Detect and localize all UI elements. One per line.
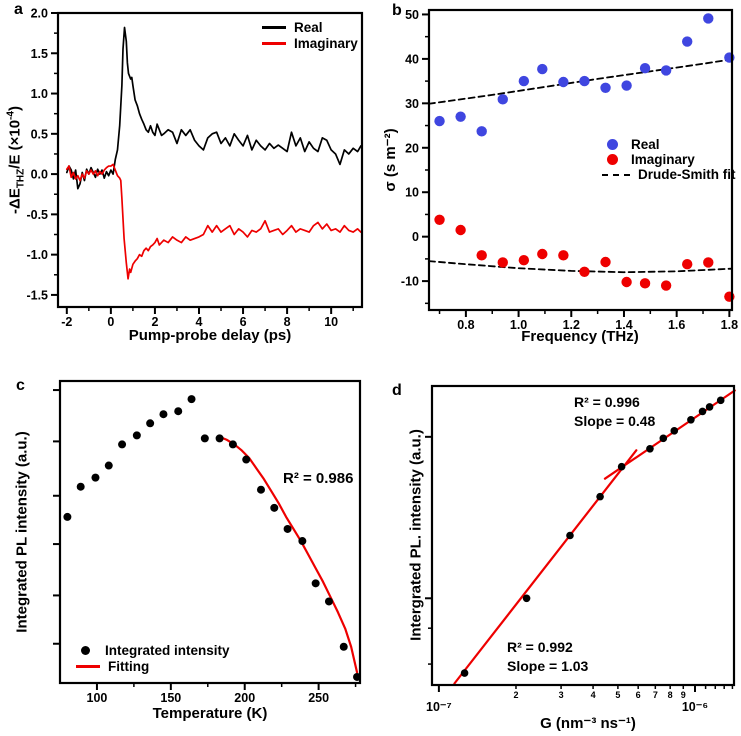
svg-text:1.2: 1.2 <box>563 318 580 332</box>
real-line-swatch-icon <box>262 25 286 29</box>
panel-letter-a: a <box>14 1 23 18</box>
panel-d-yaxis-label: Intergrated PL. intensity (a.u.) <box>407 429 425 641</box>
svg-text:4: 4 <box>591 690 596 700</box>
svg-text:100: 100 <box>87 691 108 705</box>
panel-c-legend: Integrated intensity Fitting <box>76 642 230 674</box>
svg-text:0.5: 0.5 <box>31 127 48 141</box>
panel-a-legend: Real Imaginary <box>262 19 358 51</box>
panel-a-yaxis-label: -ΔETHZ/E (×10-4) <box>5 106 27 214</box>
legend-label: Imaginary <box>631 152 695 167</box>
panel-d-xaxis-label: G (nm⁻³ ns⁻¹) <box>540 715 636 732</box>
panel-b-yaxis-label: σ (s m⁻²) <box>382 128 399 192</box>
svg-text:20: 20 <box>405 141 419 155</box>
r-squared-value: R² = 0.996 <box>574 394 640 410</box>
legend-item: Integrated intensity <box>76 642 230 658</box>
fitting-line-swatch-icon <box>76 664 100 668</box>
svg-text:5: 5 <box>615 690 620 700</box>
legend-label: Integrated intensity <box>105 642 230 658</box>
legend-label: Drude-Smith fit <box>638 167 736 182</box>
panel-d-upper-fit-annotation: R² = 0.996 Slope = 0.48 <box>574 393 655 431</box>
panel-b-legend: Real Imaginary Drude-Smith fit <box>602 137 736 182</box>
svg-text:8: 8 <box>668 690 673 700</box>
svg-text:150: 150 <box>160 691 181 705</box>
svg-text:-2: -2 <box>61 315 72 329</box>
svg-text:250: 250 <box>308 691 329 705</box>
svg-text:1.6: 1.6 <box>668 318 685 332</box>
panel-letter-d: d <box>392 382 402 399</box>
svg-text:-1.5: -1.5 <box>26 288 48 302</box>
dashed-line-swatch-icon <box>602 173 630 176</box>
legend-item: Real <box>262 19 358 35</box>
legend-item: Drude-Smith fit <box>602 167 736 182</box>
legend-label: Real <box>631 137 660 152</box>
svg-text:2: 2 <box>151 315 158 329</box>
intensity-dot-swatch-icon <box>81 645 90 655</box>
r-squared-value: R² = 0.992 <box>507 639 573 655</box>
svg-text:7: 7 <box>653 690 658 700</box>
panel-letter-c: c <box>16 377 25 394</box>
svg-text:1.0: 1.0 <box>31 87 48 101</box>
svg-text:9: 9 <box>681 690 686 700</box>
slope-value: Slope = 0.48 <box>574 413 656 429</box>
panel-c-yaxis-label: Integrated PL intensity (a.u.) <box>13 431 31 633</box>
svg-text:6: 6 <box>636 690 641 700</box>
svg-text:1.8: 1.8 <box>721 318 738 332</box>
svg-text:2: 2 <box>513 690 518 700</box>
legend-item: Real <box>602 137 736 152</box>
panel-a-xaxis-label: Pump-probe delay (ps) <box>128 327 292 344</box>
legend-label: Real <box>294 19 323 35</box>
svg-text:0.8: 0.8 <box>457 318 474 332</box>
legend-label: Imaginary <box>294 35 358 51</box>
svg-text:8: 8 <box>284 315 291 329</box>
legend-item: Imaginary <box>262 35 358 51</box>
panel-b-xaxis-label: Frequency (THz) <box>521 328 639 345</box>
svg-text:6: 6 <box>240 315 247 329</box>
legend-item: Imaginary <box>602 152 736 167</box>
svg-text:0: 0 <box>412 230 419 244</box>
svg-text:1.4: 1.4 <box>615 318 632 332</box>
svg-text:10⁻⁶: 10⁻⁶ <box>682 700 708 714</box>
svg-text:0: 0 <box>107 315 114 329</box>
svg-text:1.0: 1.0 <box>510 318 527 332</box>
panel-c-xaxis-label: Temperature (K) <box>152 705 268 722</box>
svg-text:-1.0: -1.0 <box>26 248 48 262</box>
svg-text:2.0: 2.0 <box>31 7 48 21</box>
svg-text:1.5: 1.5 <box>31 47 48 61</box>
panel-c-r-squared-annotation: R² = 0.986 <box>283 470 354 487</box>
svg-text:-0.5: -0.5 <box>26 208 48 222</box>
svg-text:-10: -10 <box>401 275 419 289</box>
svg-text:40: 40 <box>405 52 419 66</box>
svg-text:10⁻⁷: 10⁻⁷ <box>426 700 452 714</box>
real-dot-swatch-icon <box>607 139 618 150</box>
svg-text:10: 10 <box>405 186 419 200</box>
slope-value: Slope = 1.03 <box>507 658 589 674</box>
legend-item: Fitting <box>76 658 230 674</box>
svg-text:3: 3 <box>559 690 564 700</box>
imaginary-line-swatch-icon <box>262 41 286 45</box>
svg-text:0.0: 0.0 <box>31 168 48 182</box>
svg-text:10: 10 <box>324 315 338 329</box>
svg-text:30: 30 <box>405 97 419 111</box>
imaginary-dot-swatch-icon <box>607 154 618 165</box>
svg-text:4: 4 <box>196 315 203 329</box>
svg-text:200: 200 <box>234 691 255 705</box>
panel-letter-b: b <box>392 2 402 19</box>
legend-label: Fitting <box>108 658 150 674</box>
svg-text:50: 50 <box>405 8 419 22</box>
panel-d-lower-fit-annotation: R² = 0.992 Slope = 1.03 <box>507 638 588 676</box>
